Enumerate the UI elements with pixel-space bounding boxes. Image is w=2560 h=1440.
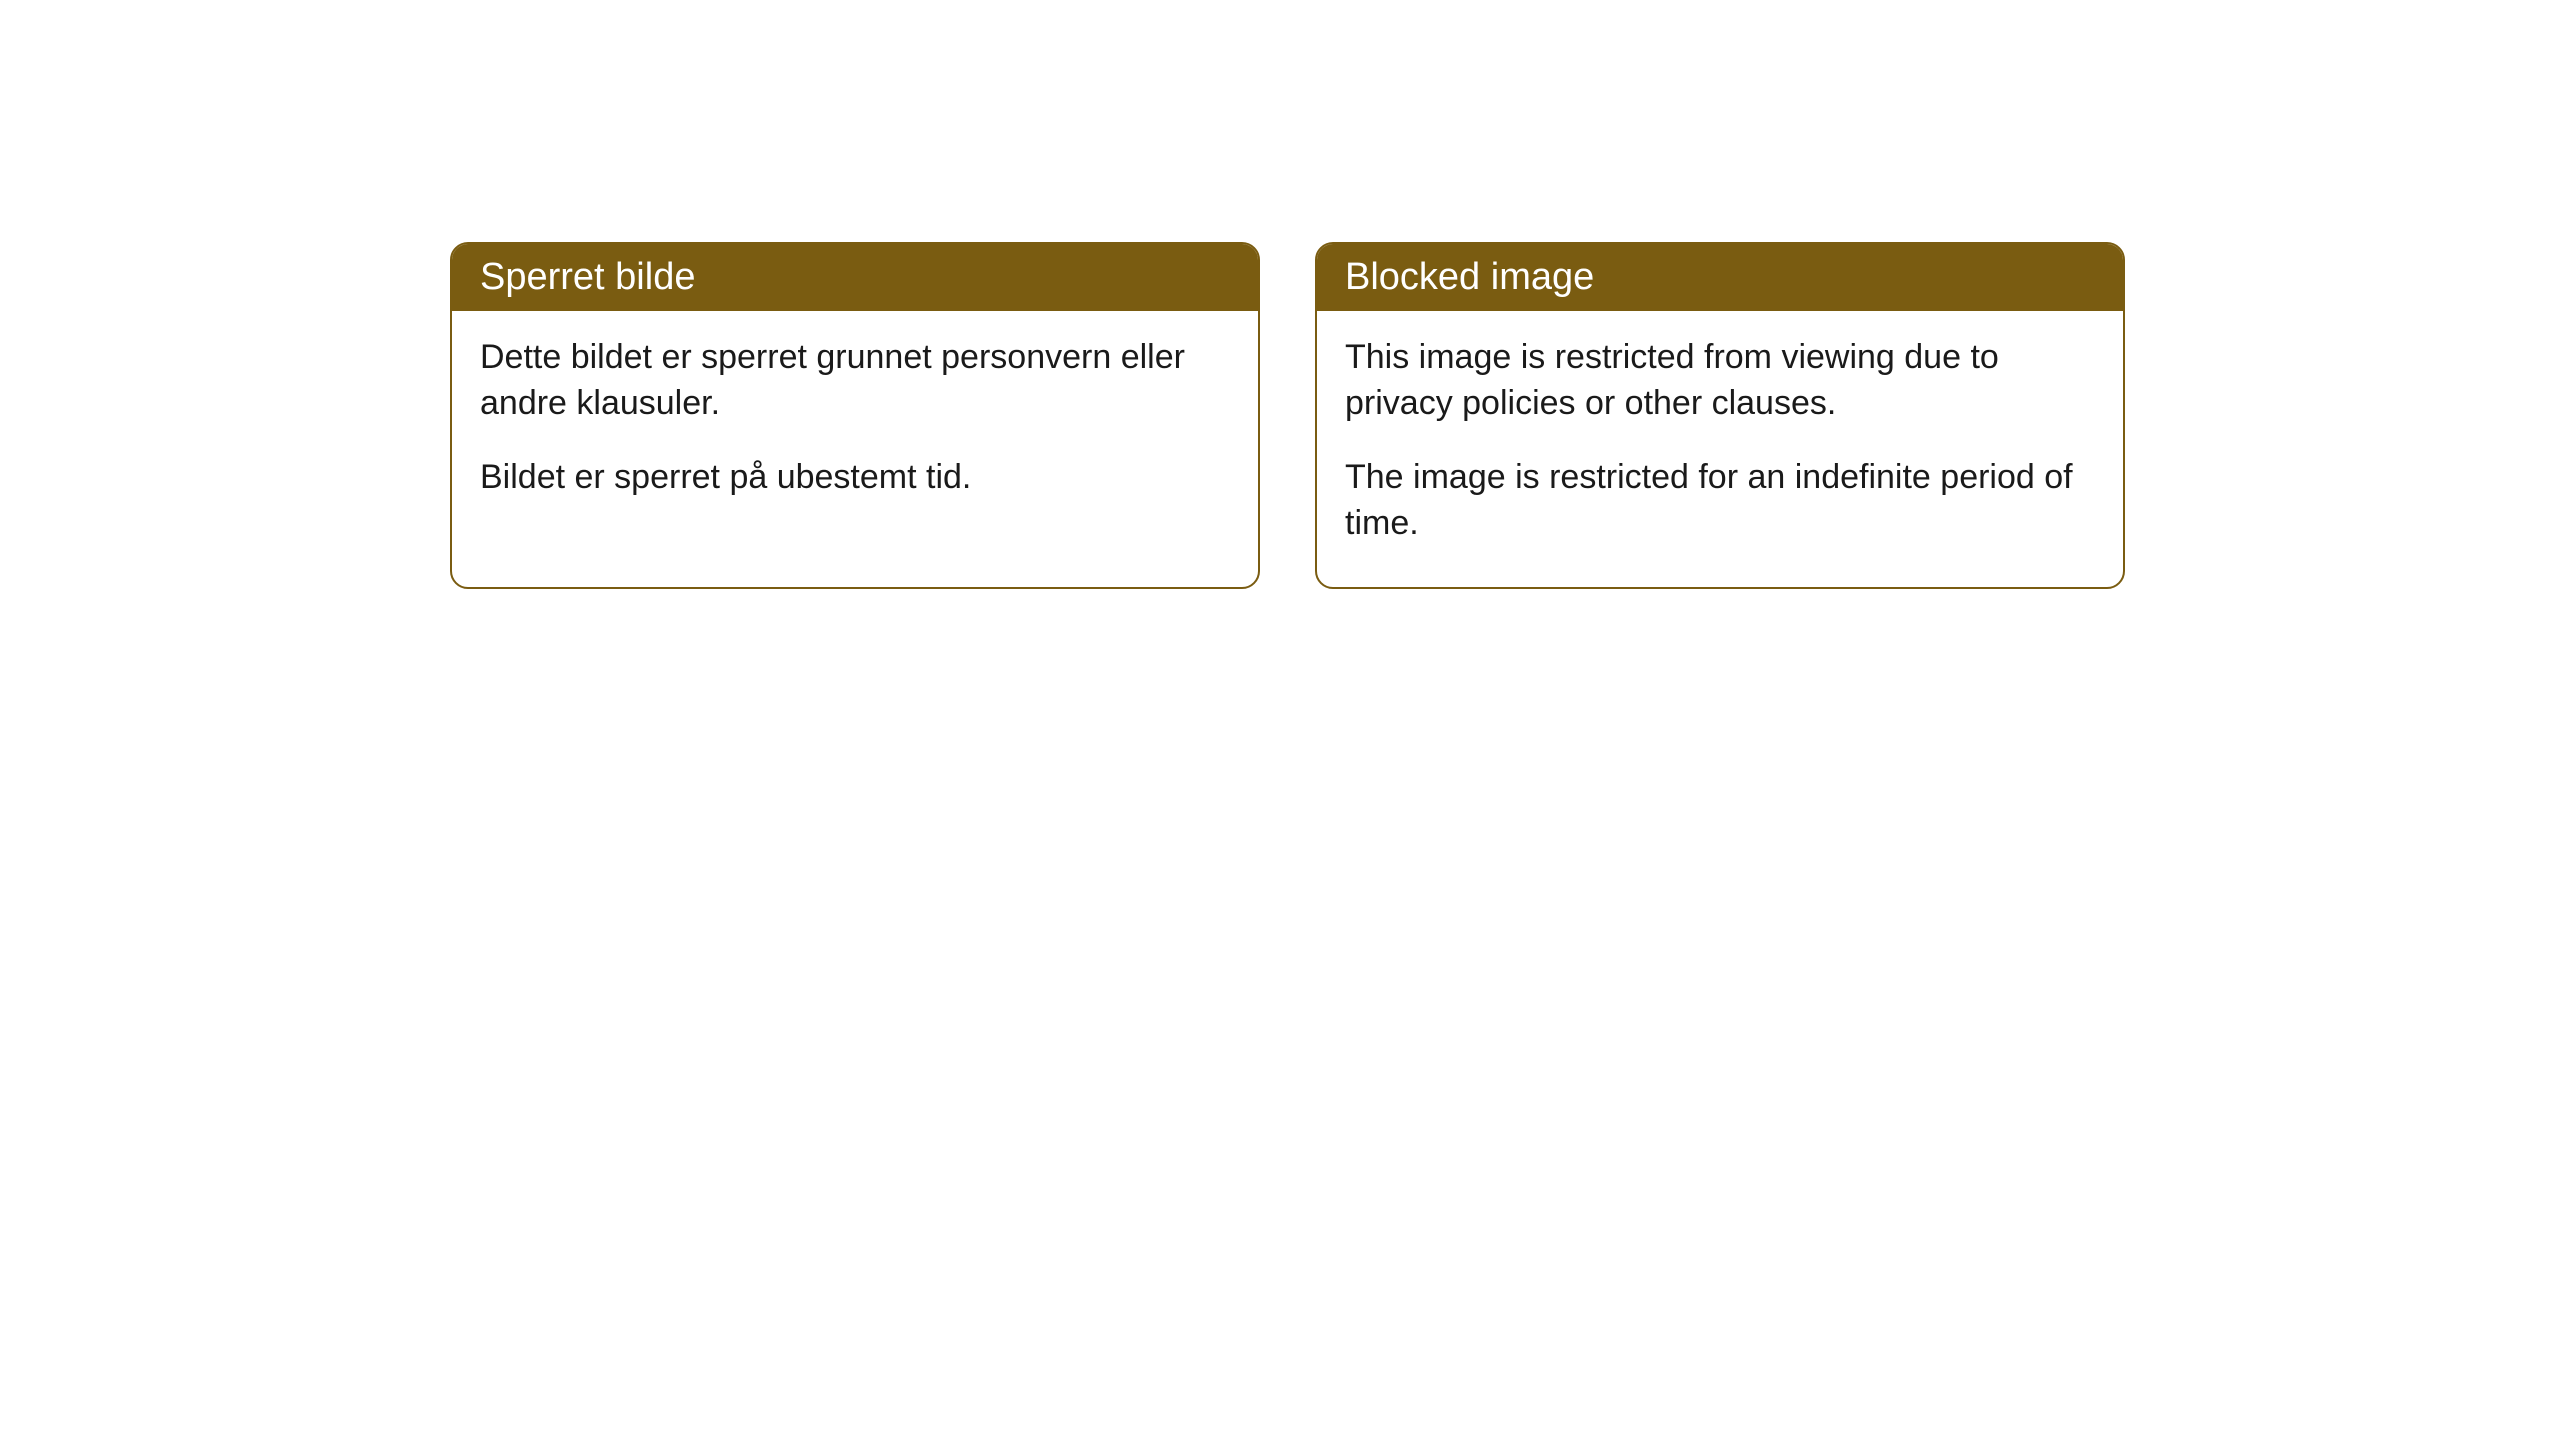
card-header: Sperret bilde <box>452 244 1258 311</box>
card-paragraph: The image is restricted for an indefinit… <box>1345 455 2095 547</box>
notice-card-norwegian: Sperret bilde Dette bildet er sperret gr… <box>450 242 1260 589</box>
card-body: Dette bildet er sperret grunnet personve… <box>452 311 1258 541</box>
card-paragraph: Dette bildet er sperret grunnet personve… <box>480 335 1230 427</box>
card-paragraph: This image is restricted from viewing du… <box>1345 335 2095 427</box>
notice-card-english: Blocked image This image is restricted f… <box>1315 242 2125 589</box>
notice-container: Sperret bilde Dette bildet er sperret gr… <box>450 242 2125 589</box>
card-body: This image is restricted from viewing du… <box>1317 311 2123 587</box>
card-paragraph: Bildet er sperret på ubestemt tid. <box>480 455 1230 501</box>
card-header: Blocked image <box>1317 244 2123 311</box>
